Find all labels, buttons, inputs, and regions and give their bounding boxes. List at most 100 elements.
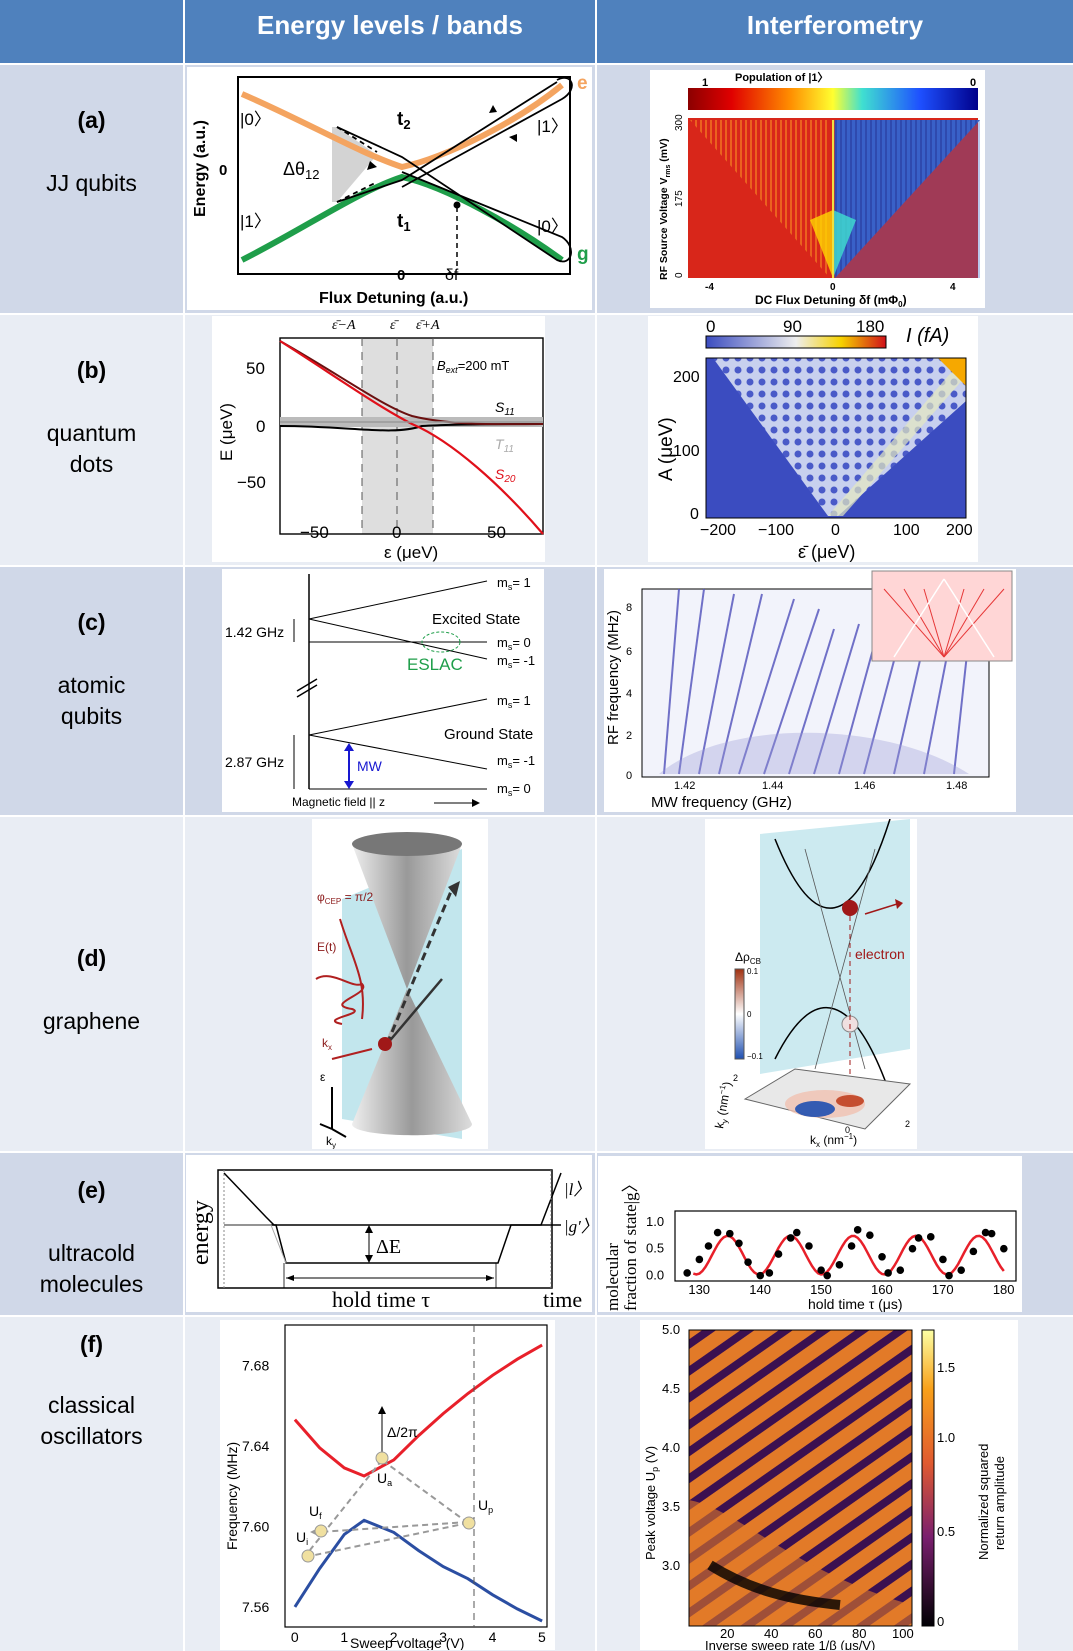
a-right-colorbar	[688, 88, 978, 110]
c-excited-label: Excited State	[432, 611, 520, 628]
e-left-l-state: |l〉	[564, 1180, 590, 1199]
row-letter-c: (c)	[77, 609, 106, 635]
d-right-tick-0: 0	[845, 1125, 850, 1135]
d-phi-label: φCEP = π/2	[317, 890, 374, 906]
shaded-phase-region	[332, 127, 377, 202]
g-band	[240, 173, 564, 263]
f-upper-curve	[293, 1343, 543, 1478]
e-data-point	[695, 1255, 704, 1264]
row-name-c-line2: qubits	[60, 703, 123, 729]
d-ky-label: ky	[326, 1134, 336, 1149]
trajectory-line	[336, 81, 572, 263]
e-right-xtick: 170	[932, 1282, 954, 1297]
f-left-ytick: 7.68	[242, 1357, 269, 1373]
e-data-point	[914, 1234, 923, 1242]
d-right-tick-2y: 2	[733, 1073, 738, 1083]
f-right-xtick-40: 40	[764, 1626, 778, 1641]
d-electron-sphere	[378, 1037, 392, 1051]
b-s20: S20	[495, 466, 516, 485]
f-right-xtick-80: 80	[852, 1626, 866, 1641]
b-left-xlabel: ε (μeV)	[384, 543, 438, 562]
e-data-point	[878, 1252, 886, 1261]
e-data-point	[756, 1271, 765, 1280]
figure-d-interferometry: electron ΔρCB 0.1 0 −0.1 ky (nm−1) kx (n…	[705, 819, 917, 1149]
b-right-xtick-200: 200	[946, 522, 973, 539]
header-title-energy: Energy levels / bands	[257, 10, 523, 40]
row-name-f-line1: classical	[48, 1392, 135, 1418]
row-letter-e: (e)	[77, 1177, 106, 1203]
b-right-cb-unit: I (fA)	[906, 325, 949, 347]
f-left-xlabel: Sweep voltage (V)	[350, 1635, 464, 1650]
figure-c-interferometry: RF frequency (MHz) 8 6 4 2 0 1.42 1.44 1…	[604, 569, 1016, 812]
b-right-xlabel: ε̄ (μeV)	[798, 542, 855, 562]
e-right-ylabel2: fraction of state|g〉	[621, 1175, 640, 1311]
c-right-xtick-2: 1.44	[762, 780, 783, 792]
e-left-xlabel: time	[543, 1287, 582, 1312]
e-data-point	[823, 1271, 832, 1280]
c-mw-label: MW	[357, 758, 383, 774]
c-right-inset	[871, 570, 1013, 662]
e-data-point	[765, 1269, 774, 1277]
f-left-plot-area	[284, 1324, 548, 1628]
f-left-ytick: 7.60	[242, 1518, 269, 1534]
axes-frame	[237, 76, 571, 275]
a-right-ytick-300: 300	[674, 114, 685, 131]
figure-e-interferometry: molecular fraction of state|g〉 1.0 0.5 0.0…	[598, 1156, 1022, 1312]
e-data-point	[817, 1266, 825, 1275]
e-data-point	[786, 1234, 795, 1242]
f-lower-curve	[293, 1518, 543, 1623]
f-right-ylabel: Peak voltage Up (V)	[643, 1446, 660, 1560]
row-name-b-line2: dots	[69, 451, 114, 477]
a-ket0-right: |0〉	[537, 217, 568, 236]
b-s20-curve	[279, 340, 544, 535]
a-dtheta: Δθ12	[283, 159, 320, 182]
b-top-label-3: ε̄+A	[416, 318, 440, 333]
f-right-ytick-45: 4.5	[662, 1381, 680, 1396]
e-data-point	[957, 1266, 965, 1275]
e-right-xlabel: hold time τ (μs)	[808, 1296, 903, 1312]
b-right-xtick-n200: −200	[700, 522, 736, 539]
d-right-colorbar	[734, 968, 745, 1060]
c-right-xtick-1: 1.42	[674, 780, 695, 792]
a-right-cb-right: 0	[970, 77, 976, 89]
f-right-xtick-60: 60	[808, 1626, 822, 1641]
f-right-cb-05: 0.5	[937, 1524, 955, 1539]
a-right-ytick-0: 0	[674, 272, 685, 278]
f-left-xtick: 0	[291, 1629, 299, 1645]
c-right-xlabel: MW frequency (GHz)	[651, 794, 792, 811]
row-label-e: (e) ultracold molecules	[0, 1153, 183, 1315]
c-right-fan-lines	[663, 588, 975, 775]
d-eps-label: ε	[320, 1070, 326, 1084]
c-ground-label: Ground State	[444, 726, 533, 743]
e-data-point	[735, 1239, 743, 1248]
b-left-ytick-0: 0	[256, 417, 265, 436]
figure-a-energy-levels: Energy (a.u.) Flux Detuning (a.u.) 0 0 |…	[187, 67, 592, 310]
e-right-plot-area	[674, 1210, 1017, 1282]
e-data-point	[853, 1226, 862, 1234]
e-data-point	[792, 1228, 801, 1237]
e-data-point	[908, 1244, 917, 1253]
e-right-data-points	[683, 1226, 1008, 1280]
f-left-xtick: 1	[340, 1629, 348, 1645]
b-left-ytick-50: 50	[246, 359, 265, 378]
f-point-ui	[301, 1549, 315, 1563]
a-right-xtick-4: 4	[950, 282, 956, 293]
a-right-cb-title: Population of |1〉	[735, 71, 829, 84]
figure-e-energy-levels: energy time hold time τ ΔE |l〉 |g′〉	[186, 1155, 592, 1312]
header-corner	[0, 0, 183, 63]
b-right-ytick-200: 200	[673, 369, 700, 386]
c-ms-em1: ms= -1	[497, 653, 535, 670]
row-label-c: (c) atomic qubits	[0, 567, 183, 815]
b-top-label-1: ε̄−A	[332, 318, 356, 333]
a-left-xlabel: Flux Detuning (a.u.)	[319, 290, 468, 307]
d-kx-label: kx	[322, 1036, 332, 1052]
row-name-b-line1: quantum	[46, 420, 137, 446]
f-right-ytick-30: 3.0	[662, 1558, 680, 1573]
a-right-xlabel: DC Flux Detuning δf (mΦ0)	[755, 293, 907, 308]
figure-f-interferometry: Peak voltage Up (V) 5.0 4.5 4.0 3.5 3.0 …	[640, 1320, 1018, 1650]
c-right-ylabel: RF frequency (MHz)	[605, 610, 622, 745]
e-right-ytick: 0.0	[646, 1268, 664, 1283]
a-ket1-right: |1〉	[537, 117, 568, 136]
figure-d-energy-levels: φCEP = π/2 E(t) kx ε ky	[312, 819, 488, 1149]
header-interferometry: Interferometry	[597, 0, 1073, 63]
